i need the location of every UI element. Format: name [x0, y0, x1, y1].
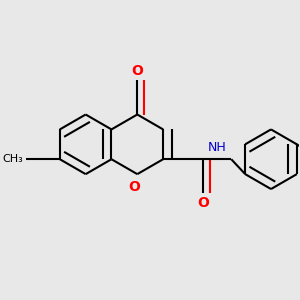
- Text: O: O: [128, 180, 140, 194]
- Text: NH: NH: [208, 140, 226, 154]
- Text: O: O: [197, 196, 209, 210]
- Text: CH₃: CH₃: [2, 154, 23, 164]
- Text: O: O: [131, 64, 143, 78]
